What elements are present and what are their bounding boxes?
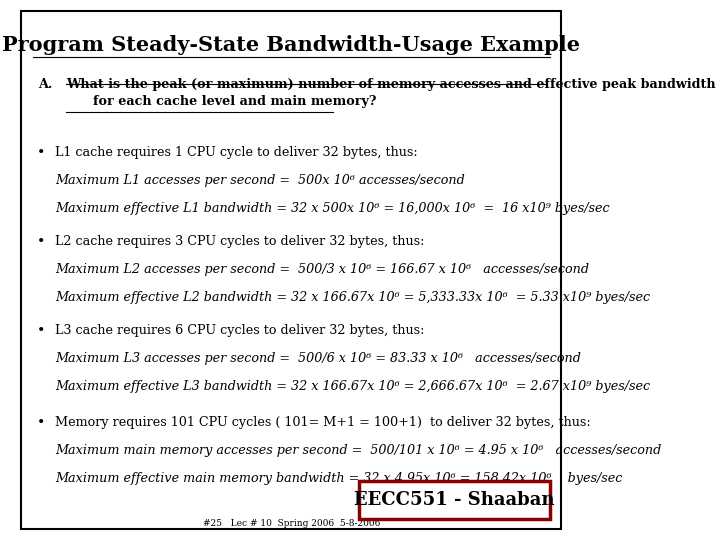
Text: A.: A. bbox=[38, 78, 53, 91]
Text: EECC551 - Shaaban: EECC551 - Shaaban bbox=[354, 491, 554, 509]
Text: •: • bbox=[37, 324, 45, 338]
Text: Maximum L1 accesses per second =  500x 10⁶ accesses/second: Maximum L1 accesses per second = 500x 10… bbox=[55, 174, 464, 187]
Text: Maximum L3 accesses per second =  500/6 x 10⁶ = 83.33 x 10⁶   accesses/second: Maximum L3 accesses per second = 500/6 x… bbox=[55, 352, 581, 365]
FancyBboxPatch shape bbox=[22, 11, 562, 529]
Text: •: • bbox=[37, 235, 45, 249]
Text: L2 cache requires 3 CPU cycles to deliver 32 bytes, thus:: L2 cache requires 3 CPU cycles to delive… bbox=[55, 235, 425, 248]
Text: L3 cache requires 6 CPU cycles to deliver 32 bytes, thus:: L3 cache requires 6 CPU cycles to delive… bbox=[55, 324, 425, 337]
Text: Maximum main memory accesses per second =  500/101 x 10⁶ = 4.95 x 10⁶   accesses: Maximum main memory accesses per second … bbox=[55, 444, 661, 457]
Text: L1 cache requires 1 CPU cycle to deliver 32 bytes, thus:: L1 cache requires 1 CPU cycle to deliver… bbox=[55, 146, 418, 159]
Text: Maximum effective L3 bandwidth = 32 x 166.67x 10⁶ = 2,666.67x 10⁶  = 2.67 x10⁹ b: Maximum effective L3 bandwidth = 32 x 16… bbox=[55, 380, 650, 393]
Text: •: • bbox=[37, 146, 45, 160]
Text: •: • bbox=[37, 416, 45, 430]
Text: Maximum L2 accesses per second =  500/3 x 10⁶ = 166.67 x 10⁶   accesses/second: Maximum L2 accesses per second = 500/3 x… bbox=[55, 263, 589, 276]
Text: Program Steady-State Bandwidth-Usage Example: Program Steady-State Bandwidth-Usage Exa… bbox=[2, 35, 580, 55]
Text: Maximum effective L1 bandwidth = 32 x 500x 10⁶ = 16,000x 10⁶  =  16 x10⁹ byes/se: Maximum effective L1 bandwidth = 32 x 50… bbox=[55, 202, 610, 215]
Text: #25   Lec # 10  Spring 2006  5-8-2006: #25 Lec # 10 Spring 2006 5-8-2006 bbox=[202, 519, 380, 528]
Text: Maximum effective L2 bandwidth = 32 x 166.67x 10⁶ = 5,333.33x 10⁶  = 5.33 x10⁹ b: Maximum effective L2 bandwidth = 32 x 16… bbox=[55, 291, 650, 304]
FancyBboxPatch shape bbox=[359, 481, 550, 519]
Text: Maximum effective main memory bandwidth = 32 x 4.95x 10⁶ = 158.42x 10⁶    byes/s: Maximum effective main memory bandwidth … bbox=[55, 472, 622, 485]
Text: Memory requires 101 CPU cycles ( 101= M+1 = 100+1)  to deliver 32 bytes, thus:: Memory requires 101 CPU cycles ( 101= M+… bbox=[55, 416, 590, 429]
Text: What is the peak (or maximum) number of memory accesses and effective peak bandw: What is the peak (or maximum) number of … bbox=[66, 78, 716, 109]
